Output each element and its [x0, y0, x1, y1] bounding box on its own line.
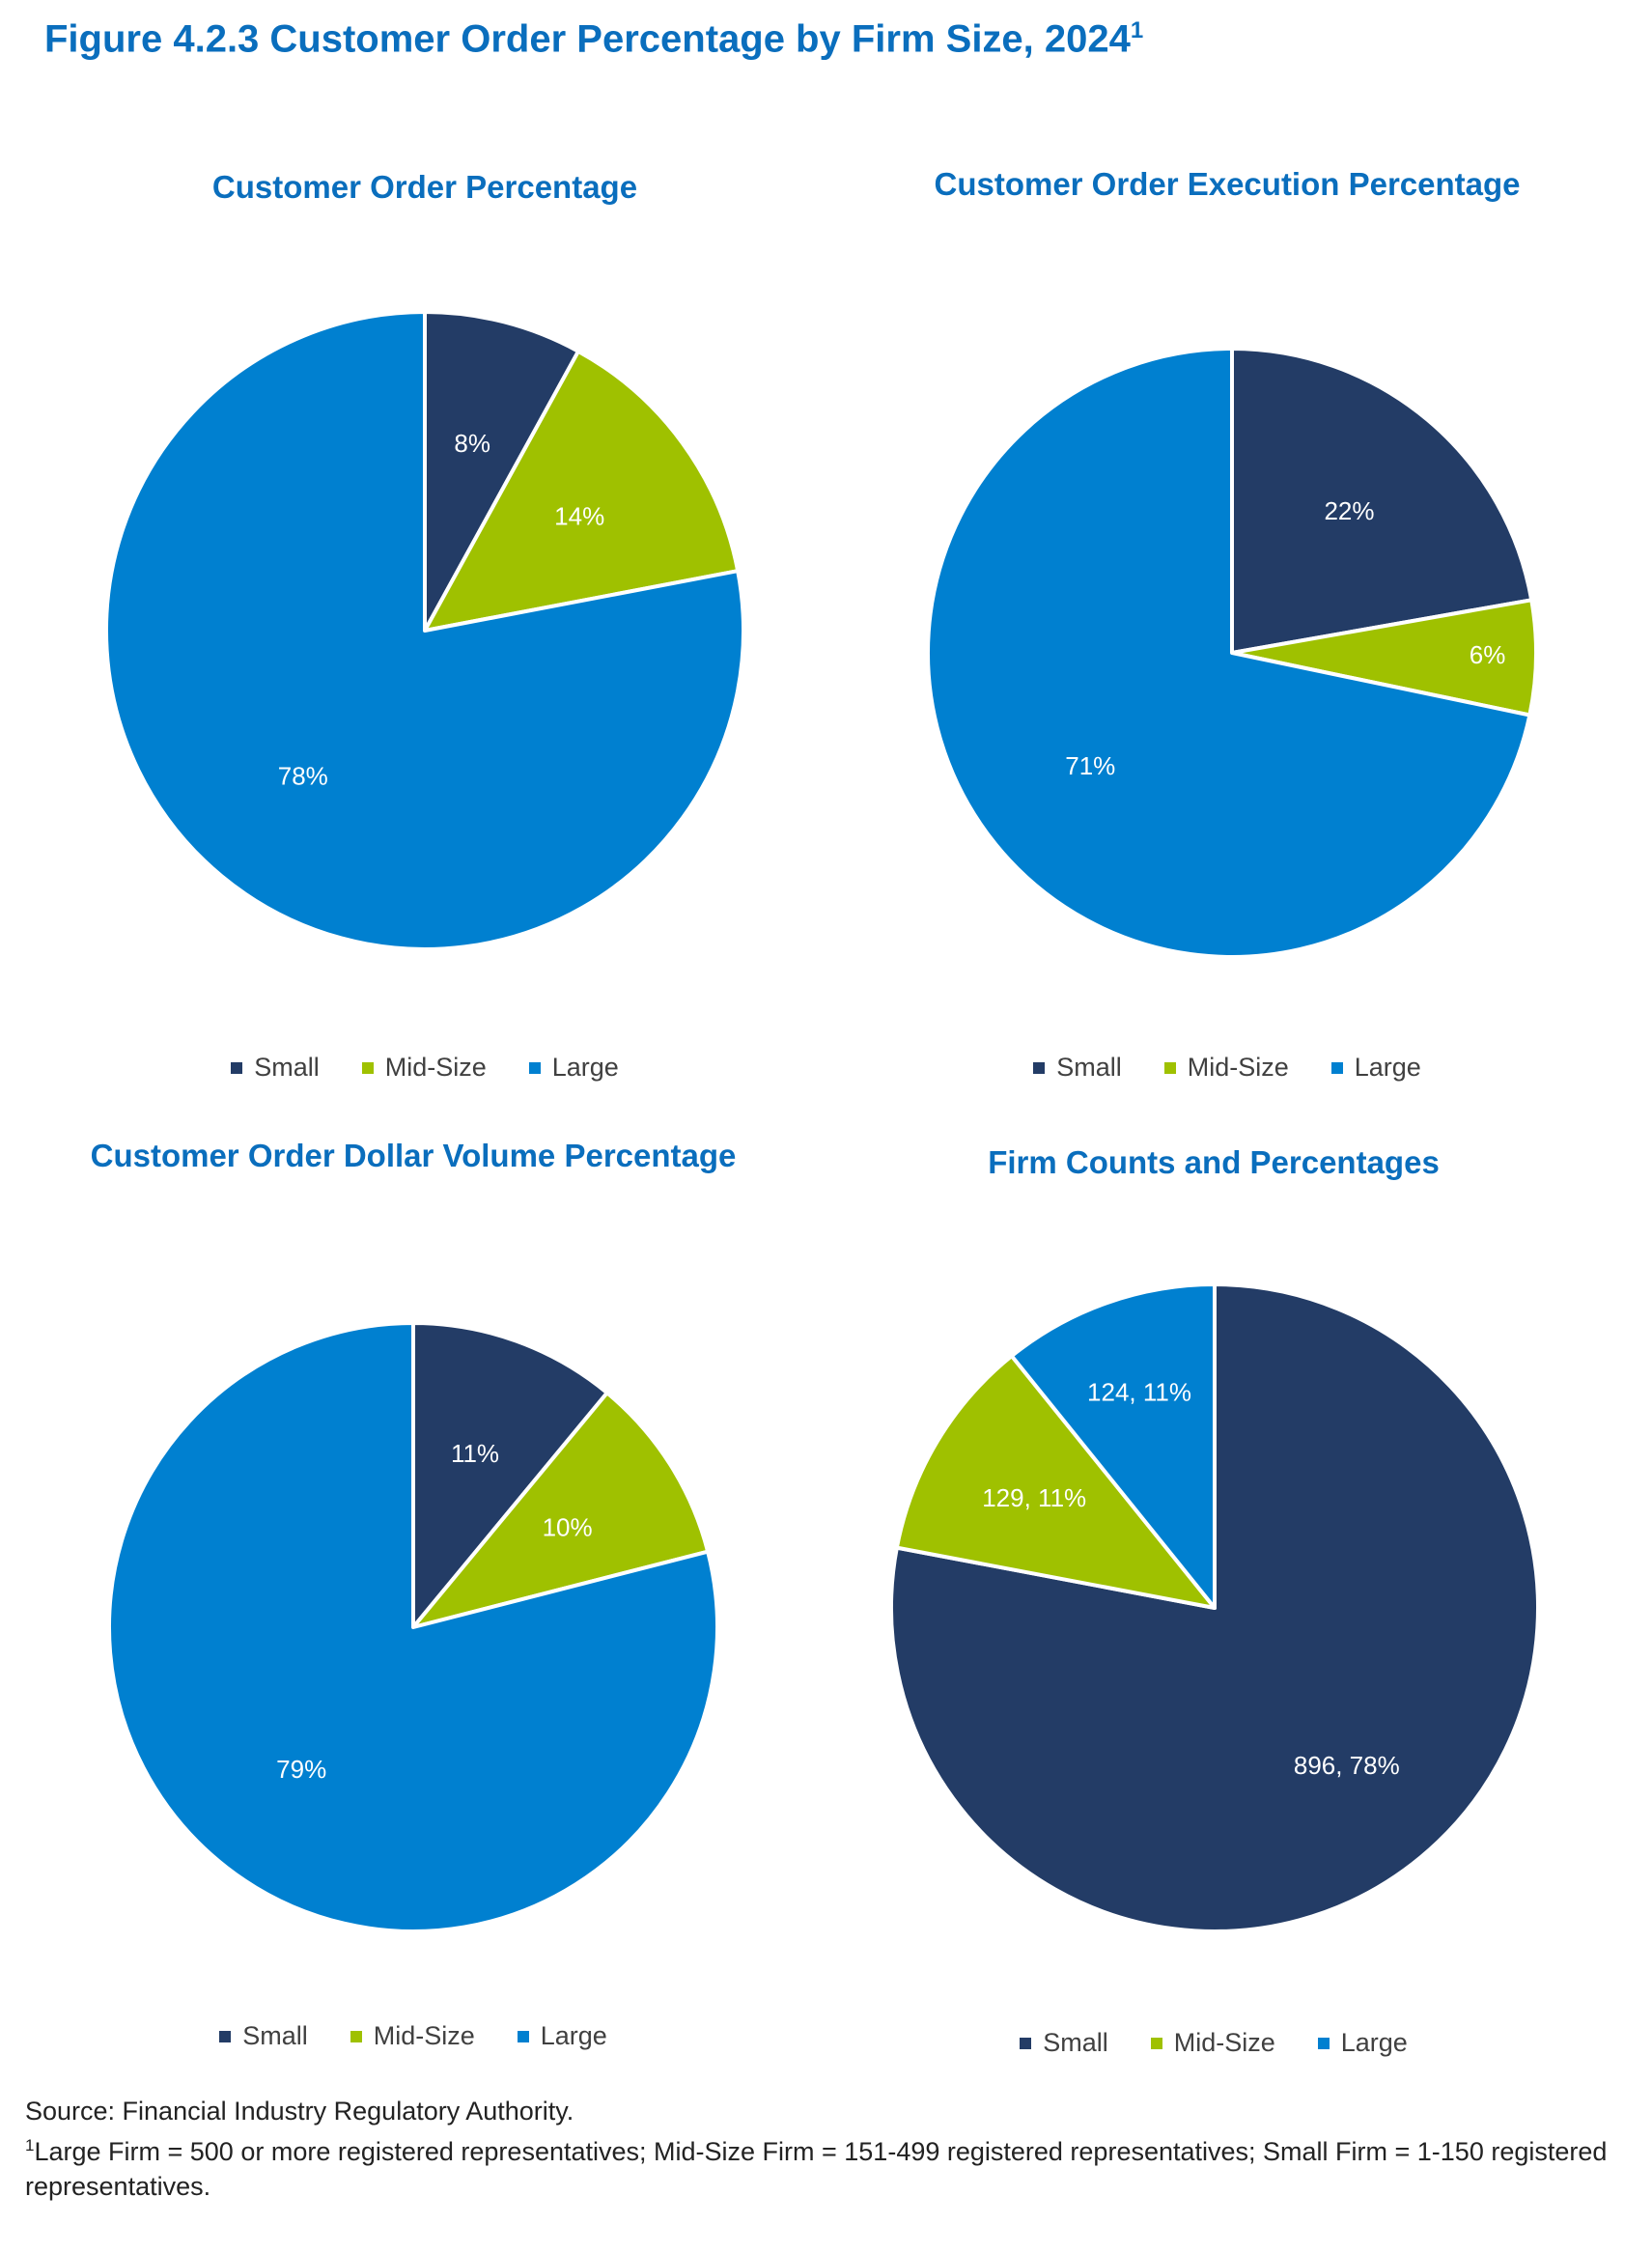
legend-label: Mid-Size: [1187, 1053, 1289, 1082]
legend-item-mid-size: Mid-Size: [361, 1053, 487, 1083]
data-label-small: 11%: [451, 1439, 499, 1468]
data-label-small: 896, 78%: [1294, 1751, 1400, 1780]
legend-swatch-large: [1330, 1061, 1343, 1074]
pie-slice-mid-size: [1230, 598, 1538, 718]
legend-label: Small: [1056, 1053, 1122, 1082]
legend-label: Small: [254, 1053, 320, 1082]
pie-slice-mid-size: [423, 349, 741, 633]
data-label-large: 124, 11%: [1087, 1378, 1191, 1407]
footnote-marker: 1: [25, 2136, 35, 2154]
legend-label: Small: [242, 2021, 308, 2050]
chart-legend: Small Mid-Size Large: [808, 2028, 1619, 2058]
source-note: Source: Financial Industry Regulatory Au…: [25, 2097, 574, 2126]
legend-label: Large: [1354, 1053, 1421, 1082]
data-label-mid-size: 6%: [1470, 640, 1506, 669]
legend-swatch-mid-size: [1163, 1061, 1176, 1074]
pie-slice-large: [104, 310, 745, 951]
data-label-mid-size: 14%: [554, 501, 604, 530]
legend-item-mid-size: Mid-Size: [350, 2021, 475, 2051]
pie-slice-small: [1230, 347, 1534, 655]
chart-panel-customer-order-dollar-volume-percentage: Customer Order Dollar Volume Percentage …: [8, 1125, 819, 2071]
footnote-text: Large Firm = 500 or more registered repr…: [25, 2137, 1608, 2201]
chart-title: Firm Counts and Percentages: [988, 1144, 1440, 1180]
legend-label: Mid-Size: [373, 2021, 475, 2050]
pie-chart: 22% 6% 71%: [926, 347, 1538, 959]
legend-item-small: Small: [231, 1053, 320, 1083]
pie-chart: 11% 10% 79%: [107, 1321, 719, 1933]
legend-label: Small: [1043, 2028, 1108, 2057]
pie-slice-small: [889, 1282, 1540, 1933]
chart-legend: Small Mid-Size Large: [19, 1053, 830, 1083]
pie-slice-mid-size: [894, 1354, 1217, 1610]
pie-chart: 896, 78% 129, 11% 124, 11%: [889, 1282, 1540, 1933]
pie-slice-small: [411, 1321, 609, 1629]
legend-item-small: Small: [1020, 2028, 1108, 2058]
chart-title: Customer Order Percentage: [211, 169, 638, 205]
figure-title: Figure 4.2.3 Customer Order Percentage b…: [44, 17, 1144, 61]
legend-item-large: Large: [517, 2021, 607, 2051]
legend-swatch-small: [1033, 1061, 1046, 1074]
legend-swatch-mid-size: [361, 1061, 374, 1074]
chart-panel-firm-counts-and-percentages: Firm Counts and Percentages 896, 78% 129,…: [808, 1125, 1619, 2081]
legend-swatch-large: [528, 1061, 541, 1074]
data-label-large: 79%: [276, 1755, 326, 1784]
firm-size-definition-note: 1Large Firm = 500 or more registered rep…: [25, 2128, 1628, 2204]
legend-label: Large: [1340, 2028, 1408, 2057]
chart-panel-customer-order-execution-percentage: Customer Order Execution Percentage 22% 6…: [822, 155, 1633, 1101]
pie-slice-large: [1009, 1282, 1217, 1610]
legend-item-large: Large: [1330, 1053, 1421, 1083]
chart-title: Customer Order Execution Percentage: [934, 166, 1521, 202]
chart-legend: Small Mid-Size Large: [8, 2021, 819, 2051]
legend-swatch-small: [1020, 2037, 1032, 2049]
pie-slice-small: [423, 310, 580, 633]
legend-swatch-large: [517, 2030, 529, 2042]
legend-swatch-small: [219, 2030, 232, 2042]
legend-item-large: Large: [1317, 2028, 1408, 2058]
legend-swatch-mid-size: [350, 2030, 362, 2042]
figure-title-superscript: 1: [1130, 17, 1144, 43]
data-label-large: 78%: [278, 761, 328, 790]
legend-swatch-mid-size: [1150, 2037, 1162, 2049]
legend-item-mid-size: Mid-Size: [1150, 2028, 1275, 2058]
data-label-mid-size: 129, 11%: [982, 1483, 1086, 1512]
chart-title: Customer Order Dollar Volume Percentage: [90, 1138, 737, 1173]
legend-item-mid-size: Mid-Size: [1163, 1053, 1289, 1083]
legend-item-small: Small: [219, 2021, 308, 2051]
legend-label: Mid-Size: [384, 1053, 487, 1082]
chart-panel-customer-order-percentage: Customer Order Percentage 8% 14% 78% Small…: [19, 155, 830, 1101]
pie-slice-large: [926, 347, 1532, 959]
legend-label: Large: [551, 1053, 619, 1082]
legend-item-large: Large: [528, 1053, 619, 1083]
legend-item-small: Small: [1033, 1053, 1122, 1083]
data-label-large: 71%: [1065, 751, 1115, 780]
legend-swatch-small: [231, 1061, 243, 1074]
legend-swatch-large: [1317, 2037, 1330, 2049]
legend-label: Mid-Size: [1173, 2028, 1275, 2057]
footnotes: Source: Financial Industry Regulatory Au…: [25, 2094, 1628, 2204]
data-label-small: 22%: [1324, 496, 1374, 525]
data-label-mid-size: 10%: [543, 1513, 593, 1542]
chart-legend: Small Mid-Size Large: [822, 1053, 1633, 1083]
data-label-small: 8%: [454, 429, 490, 458]
pie-chart: 8% 14% 78%: [104, 310, 745, 951]
pie-slice-large: [107, 1321, 719, 1933]
legend-label: Large: [540, 2021, 607, 2050]
